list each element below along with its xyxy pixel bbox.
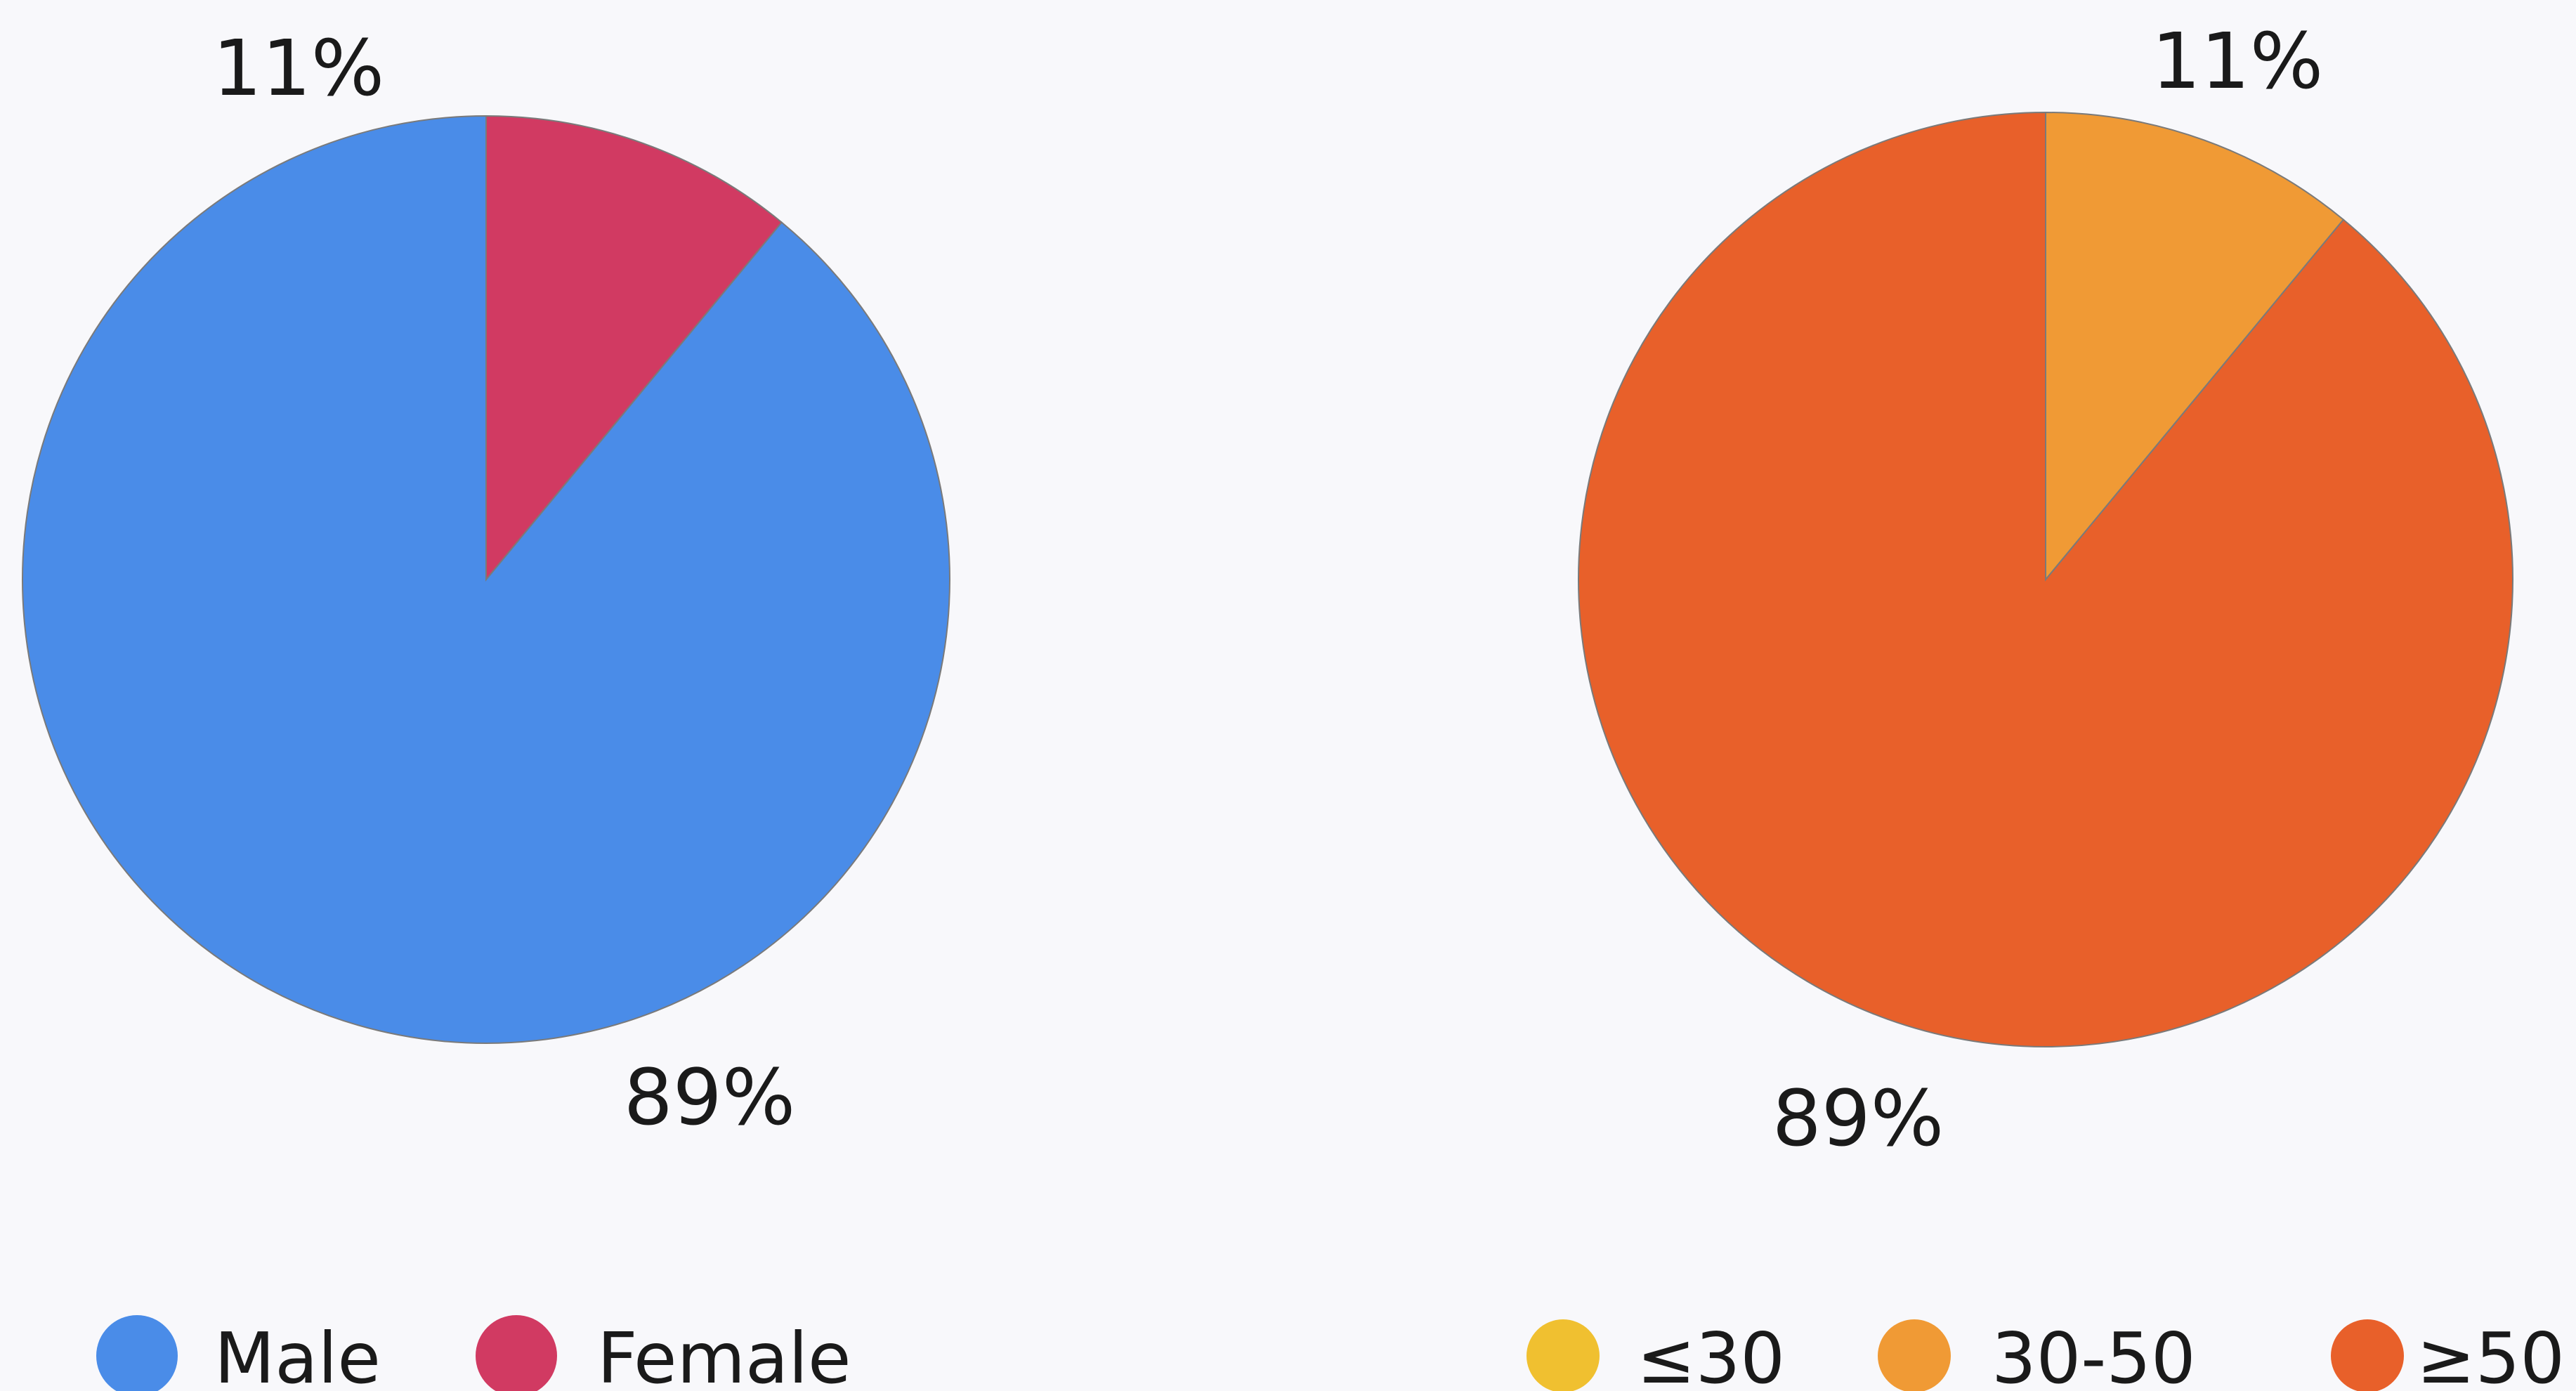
age-legend: ≤30 30-50 ≥50 <box>1526 1317 2565 1391</box>
legend-item-male: Male <box>96 1315 381 1391</box>
gender-legend: Male Female <box>96 1315 851 1391</box>
age-pie-slices <box>1578 111 2513 1047</box>
pie-label-50-plus: 89% <box>1772 1073 1944 1163</box>
legend-item-50-plus: ≥50 <box>2331 1317 2565 1391</box>
legend-item-female: Female <box>476 1315 851 1391</box>
legend-swatch-under-30 <box>1526 1319 1600 1391</box>
pie-slice-50-plus <box>1578 111 2513 1047</box>
pie-slice-30-50 <box>2045 111 2345 582</box>
legend-swatch-30-50 <box>1878 1319 1951 1391</box>
legend-swatch-male <box>96 1315 178 1391</box>
gender-pie-chart: 89% 11% Male Female <box>22 23 950 1391</box>
legend-label-50-plus: ≥50 <box>2417 1317 2565 1391</box>
legend-item-under-30: ≤30 <box>1526 1317 1785 1391</box>
pie-label-male: 89% <box>624 1052 796 1142</box>
legend-swatch-female <box>476 1315 557 1391</box>
pie-label-30-50: 11% <box>2152 16 2324 106</box>
gender-pie-slices <box>22 115 950 1044</box>
legend-label-30-50: 30-50 <box>1992 1317 2196 1391</box>
pie-label-female: 11% <box>213 23 385 113</box>
legend-item-30-50: 30-50 <box>1878 1317 2196 1391</box>
legend-label-male: Male <box>214 1317 381 1391</box>
legend-label-female: Female <box>597 1317 851 1391</box>
pie-slice-female <box>485 115 783 582</box>
legend-swatch-50-plus <box>2331 1319 2404 1391</box>
age-pie-chart: 11% 89% ≤30 30-50 ≥50 <box>1526 16 2565 1391</box>
legend-label-under-30: ≤30 <box>1637 1317 1785 1391</box>
